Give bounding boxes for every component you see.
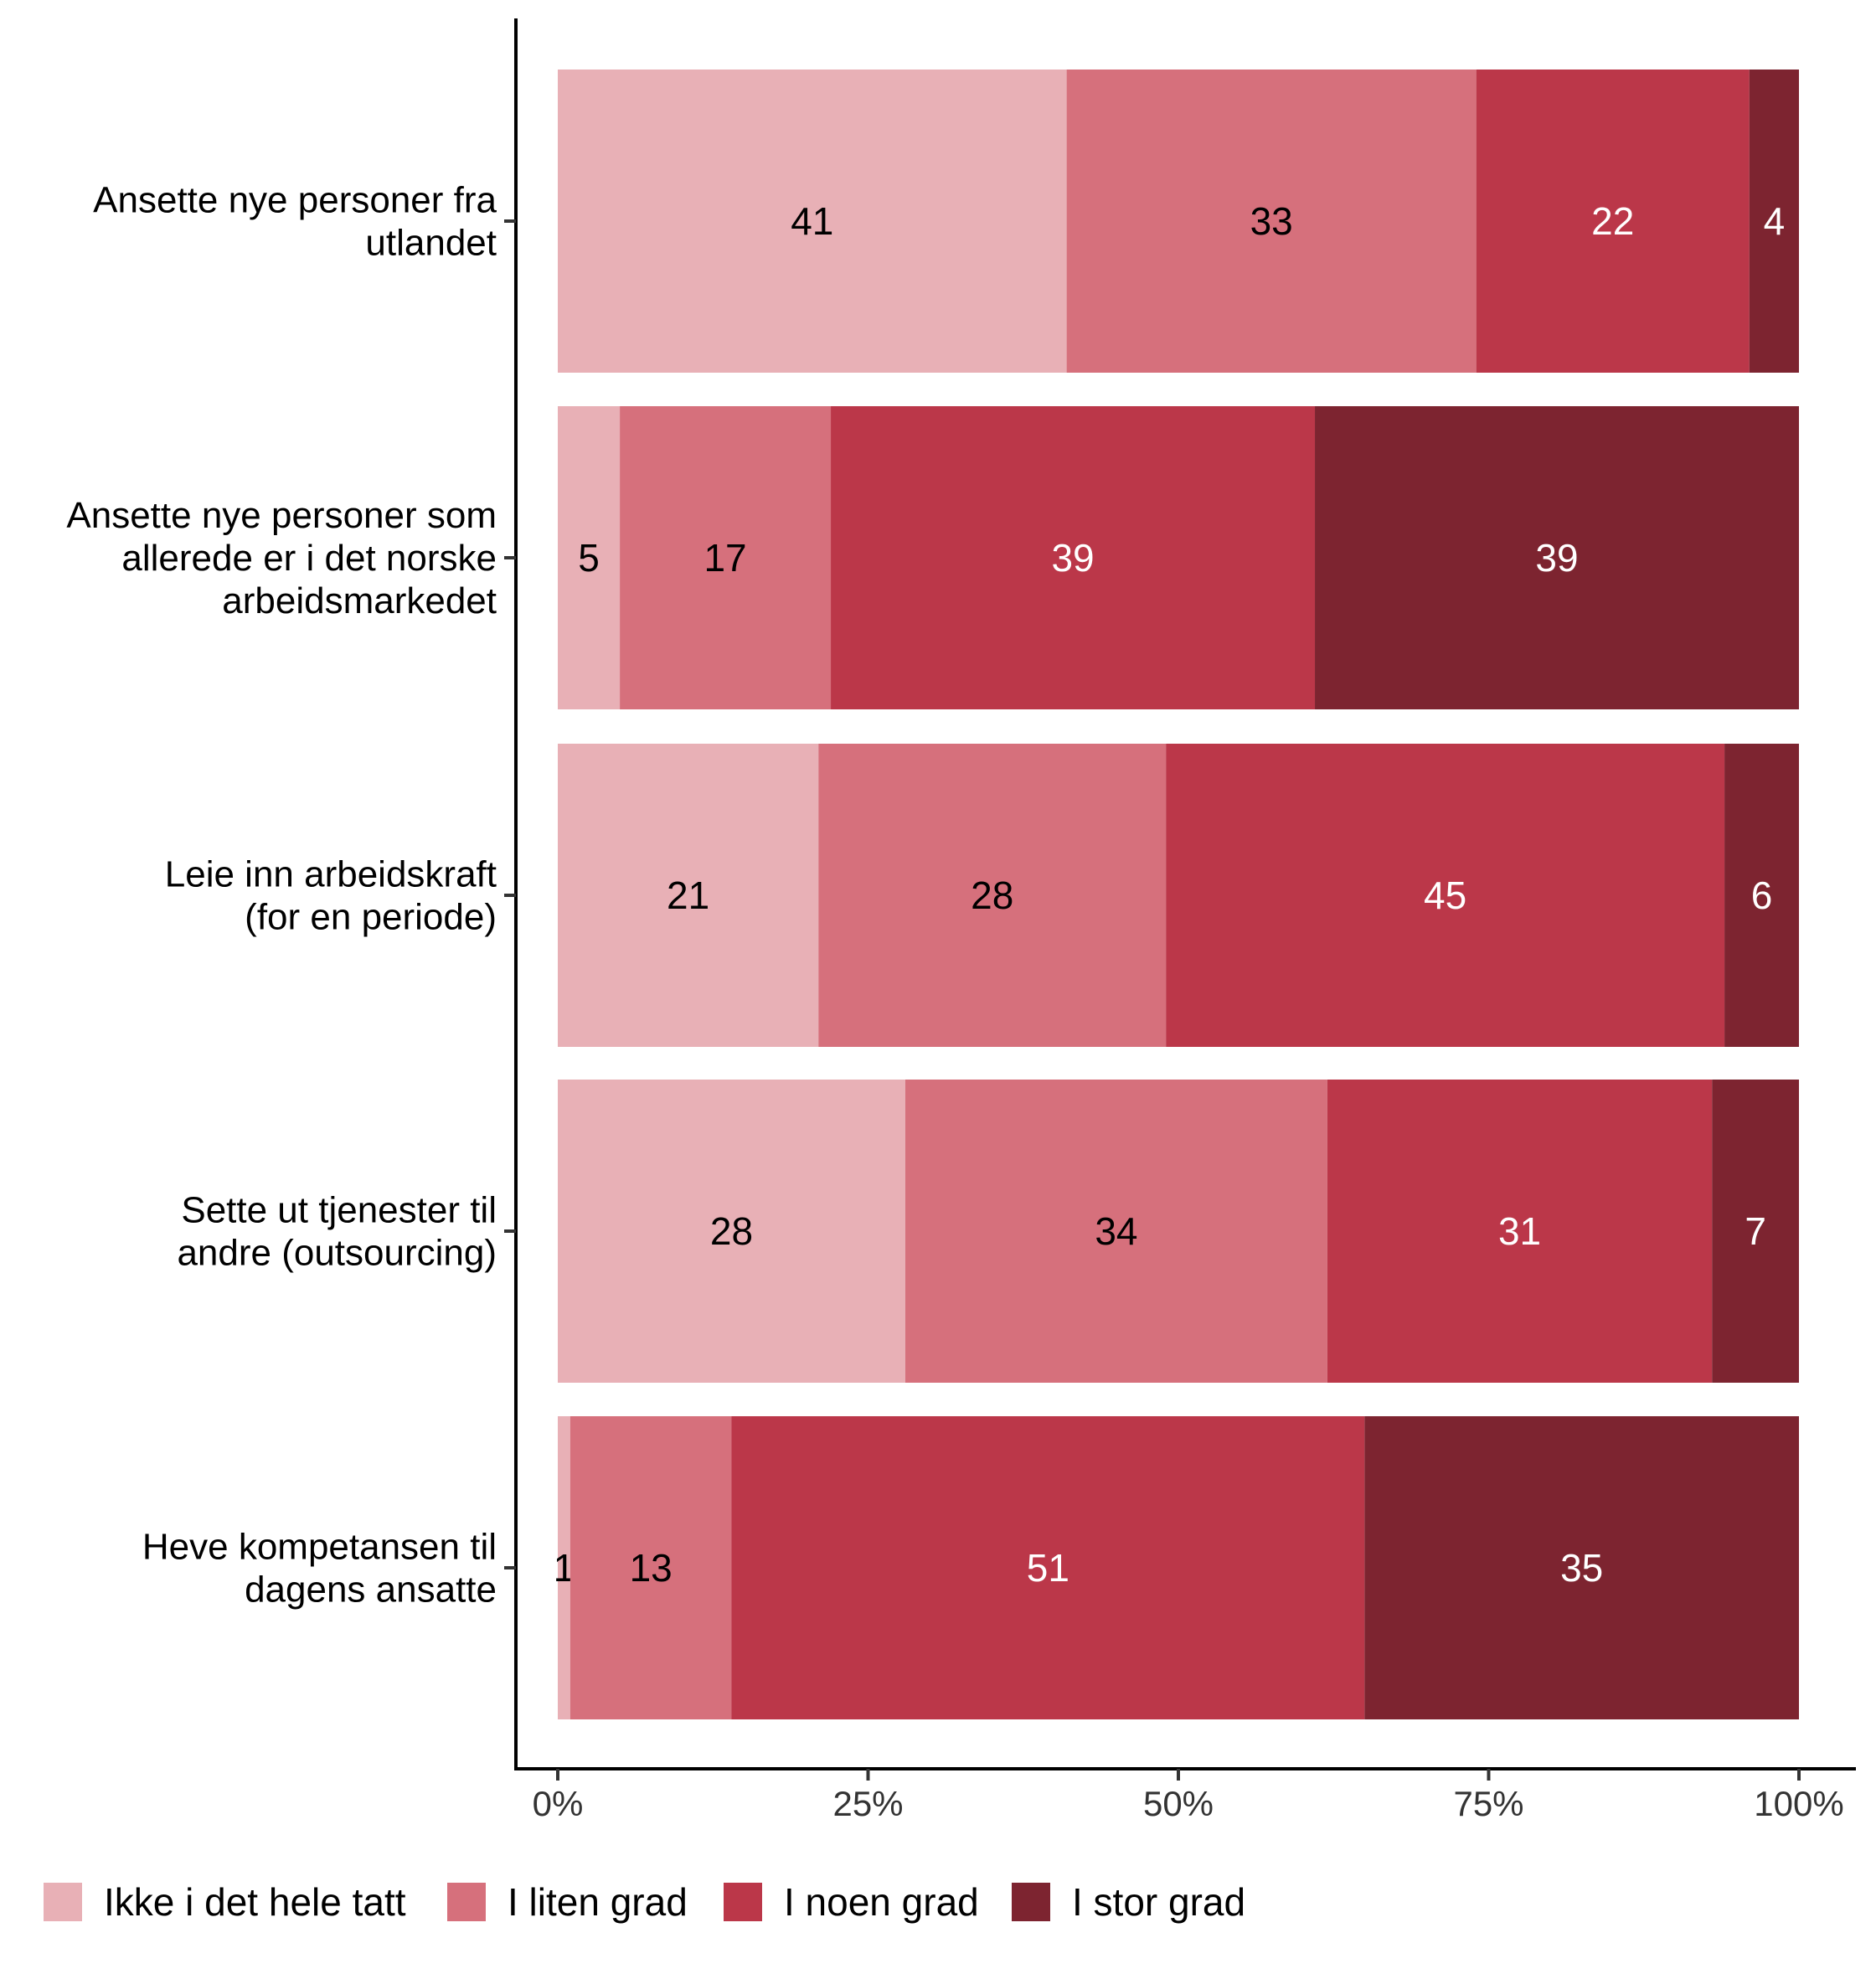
data-label: 39 <box>1051 536 1094 580</box>
category-label-line: dagens ansatte <box>245 1569 497 1611</box>
bar-segment <box>1749 70 1799 373</box>
bar-segment <box>620 406 832 709</box>
category-label-line: Leie inn arbeidskraft <box>165 854 497 895</box>
data-label: 6 <box>1751 874 1773 917</box>
category-label-line: Heve kompetansen til <box>142 1527 497 1568</box>
legend-key <box>1012 1883 1050 1921</box>
bar-segment <box>831 406 1316 709</box>
category-label-line: Ansette nye personer som <box>66 495 497 536</box>
category-label: Leie inn arbeidskraft (for en periode) <box>165 854 497 938</box>
bar-segment <box>558 406 621 709</box>
bar-segment <box>1315 406 1799 709</box>
category-label-line: Ansette nye personer fra <box>93 180 497 221</box>
bar-segment <box>818 744 1167 1047</box>
data-label: 41 <box>791 199 833 243</box>
data-label: 13 <box>630 1546 673 1590</box>
bar-segment <box>1166 744 1725 1047</box>
category-label: Heve kompetansen til dagens ansatte <box>142 1527 497 1611</box>
legend-label: I stor grad <box>1072 1880 1245 1924</box>
data-label: 35 <box>1560 1546 1603 1590</box>
x-tick-label: 0% <box>533 1784 584 1823</box>
category-label-line: (for en periode) <box>245 897 497 938</box>
legend-label: Ikke i det hele tatt <box>104 1880 406 1924</box>
bar-segment <box>904 1080 1327 1383</box>
category-label: Sette ut tjenester til andre (outsourcing… <box>177 1190 497 1274</box>
category-label: Ansette nye personer som allerede er i de… <box>66 495 497 621</box>
data-label: 33 <box>1250 199 1293 243</box>
bar-segment <box>1364 1416 1799 1719</box>
data-label: 45 <box>1424 874 1466 917</box>
bar-segment <box>731 1416 1365 1719</box>
data-label: 21 <box>667 874 709 917</box>
category-label-line: allerede er i det norske <box>121 538 497 579</box>
bar-segment <box>570 1416 732 1719</box>
legend-label: I liten grad <box>508 1880 688 1924</box>
bar-segment <box>1712 1080 1799 1383</box>
data-label: 7 <box>1745 1209 1766 1253</box>
data-label: 17 <box>704 536 746 580</box>
bar-segment <box>558 1416 570 1719</box>
bar-segment <box>1724 744 1799 1047</box>
bar-segment <box>558 744 819 1047</box>
data-label: 5 <box>578 536 600 580</box>
x-tick-label: 100% <box>1754 1784 1843 1823</box>
bar-segment <box>1476 70 1750 373</box>
bar-segment <box>558 70 1067 373</box>
bar-segment <box>1066 70 1477 373</box>
legend-key <box>724 1883 762 1921</box>
category-label: Ansette nye personer fra utlandet <box>93 180 497 264</box>
data-label: 39 <box>1535 536 1578 580</box>
data-label: 22 <box>1591 199 1634 243</box>
x-tick-label: 25% <box>832 1784 903 1823</box>
data-label: 51 <box>1027 1546 1069 1590</box>
legend-label: I noen grad <box>784 1880 979 1924</box>
x-tick-label: 50% <box>1143 1784 1214 1823</box>
category-label-line: andre (outsourcing) <box>177 1233 497 1274</box>
category-label-line: arbeidsmarkedet <box>222 580 497 621</box>
category-label-line: utlandet <box>365 223 497 264</box>
bar-segment <box>1327 1080 1713 1383</box>
category-label-line: Sette ut tjenester til <box>181 1190 497 1231</box>
data-label: 34 <box>1095 1209 1137 1253</box>
data-label: 28 <box>710 1209 753 1253</box>
data-label: 31 <box>1498 1209 1541 1253</box>
bar-segment <box>558 1080 905 1383</box>
legend-key <box>44 1883 82 1921</box>
data-label: 4 <box>1764 199 1786 243</box>
legend-key <box>447 1883 486 1921</box>
data-label: 28 <box>971 874 1013 917</box>
x-tick-label: 75% <box>1453 1784 1523 1823</box>
